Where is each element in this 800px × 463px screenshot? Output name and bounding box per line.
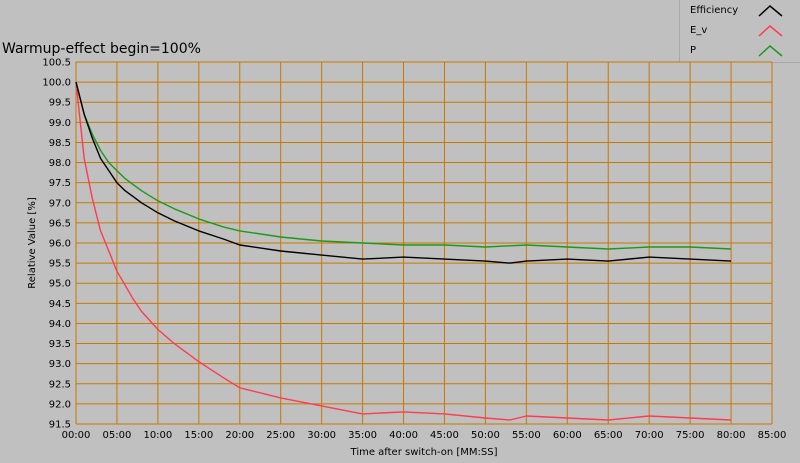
y-tick-label: 96.0	[49, 239, 71, 250]
x-tick-label: 60:00	[553, 430, 582, 441]
x-tick-label: 85:00	[758, 430, 787, 441]
y-tick-label: 92.0	[49, 399, 71, 410]
y-tick-label: 95.0	[49, 279, 71, 290]
y-tick-label: 99.0	[49, 118, 71, 129]
series-line-e-v	[75, 82, 732, 421]
series-line-efficiency	[75, 81, 732, 264]
x-tick-label: 10:00	[143, 430, 172, 441]
legend-swatch-efficiency	[758, 5, 783, 17]
x-tick-label: 75:00	[676, 430, 705, 441]
y-tick-label: 97.5	[49, 178, 71, 189]
y-tick-label: 96.5	[49, 218, 71, 229]
grid-lines	[75, 61, 773, 425]
y-tick-labels: 91.5 92.0 92.5 93.0 93.5 94.0 94.5 95.0 95.5 96.0…	[42, 58, 71, 431]
y-tick-label: 94.5	[49, 299, 71, 310]
x-tick-label: 20:00	[225, 430, 254, 441]
legend-label-ev: E_v	[690, 25, 708, 36]
legend-entry-p: P	[680, 41, 800, 61]
x-axis-label: Time after switch-on [MM:SS]	[350, 447, 498, 458]
x-tick-labels: 00:00 05:00 10:00 15:00 20:00 25:00 30:00 35:00…	[62, 430, 787, 441]
series-layer	[75, 81, 732, 421]
x-tick-label: 55:00	[512, 430, 541, 441]
x-tick-label: 45:00	[430, 430, 459, 441]
x-tick-label: 30:00	[307, 430, 336, 441]
y-axis-label: Relative Value [%]	[27, 197, 38, 289]
x-tick-label: 40:00	[389, 430, 418, 441]
y-tick-label: 99.5	[49, 98, 71, 109]
y-tick-label: 100.0	[42, 78, 71, 89]
x-tick-label: 80:00	[717, 430, 746, 441]
legend: Efficiency E_v P	[679, 0, 800, 63]
x-tick-label: 50:00	[471, 430, 500, 441]
y-tick-label: 92.5	[49, 379, 71, 390]
legend-swatch-e-v	[758, 25, 783, 37]
y-tick-label: 91.5	[49, 420, 71, 431]
y-tick-label: 97.0	[49, 198, 71, 209]
legend-entry-ev: E_v	[680, 21, 800, 41]
x-tick-label: 70:00	[635, 430, 664, 441]
legend-swatches	[758, 5, 783, 57]
y-tick-label: 94.0	[49, 319, 71, 330]
y-tick-label: 98.5	[49, 138, 71, 149]
series-line-p	[75, 81, 732, 250]
x-tick-label: 05:00	[103, 430, 132, 441]
legend-entry-efficiency: Efficiency	[680, 1, 800, 21]
y-tick-label: 93.0	[49, 359, 71, 370]
x-tick-label: 00:00	[62, 430, 91, 441]
legend-label-efficiency: Efficiency	[690, 5, 739, 16]
legend-label-p: P	[690, 45, 697, 56]
y-tick-label: 93.5	[49, 339, 71, 350]
chart-title: Warmup-effect begin=100%	[2, 41, 201, 57]
y-tick-label: 98.0	[49, 158, 71, 169]
y-tick-label: 100.5	[42, 58, 71, 69]
x-tick-label: 15:00	[184, 430, 213, 441]
x-tick-label: 25:00	[266, 430, 295, 441]
x-tick-label: 65:00	[594, 430, 623, 441]
legend-swatch-p	[758, 45, 783, 57]
x-tick-label: 35:00	[348, 430, 377, 441]
y-tick-label: 95.5	[49, 259, 71, 270]
